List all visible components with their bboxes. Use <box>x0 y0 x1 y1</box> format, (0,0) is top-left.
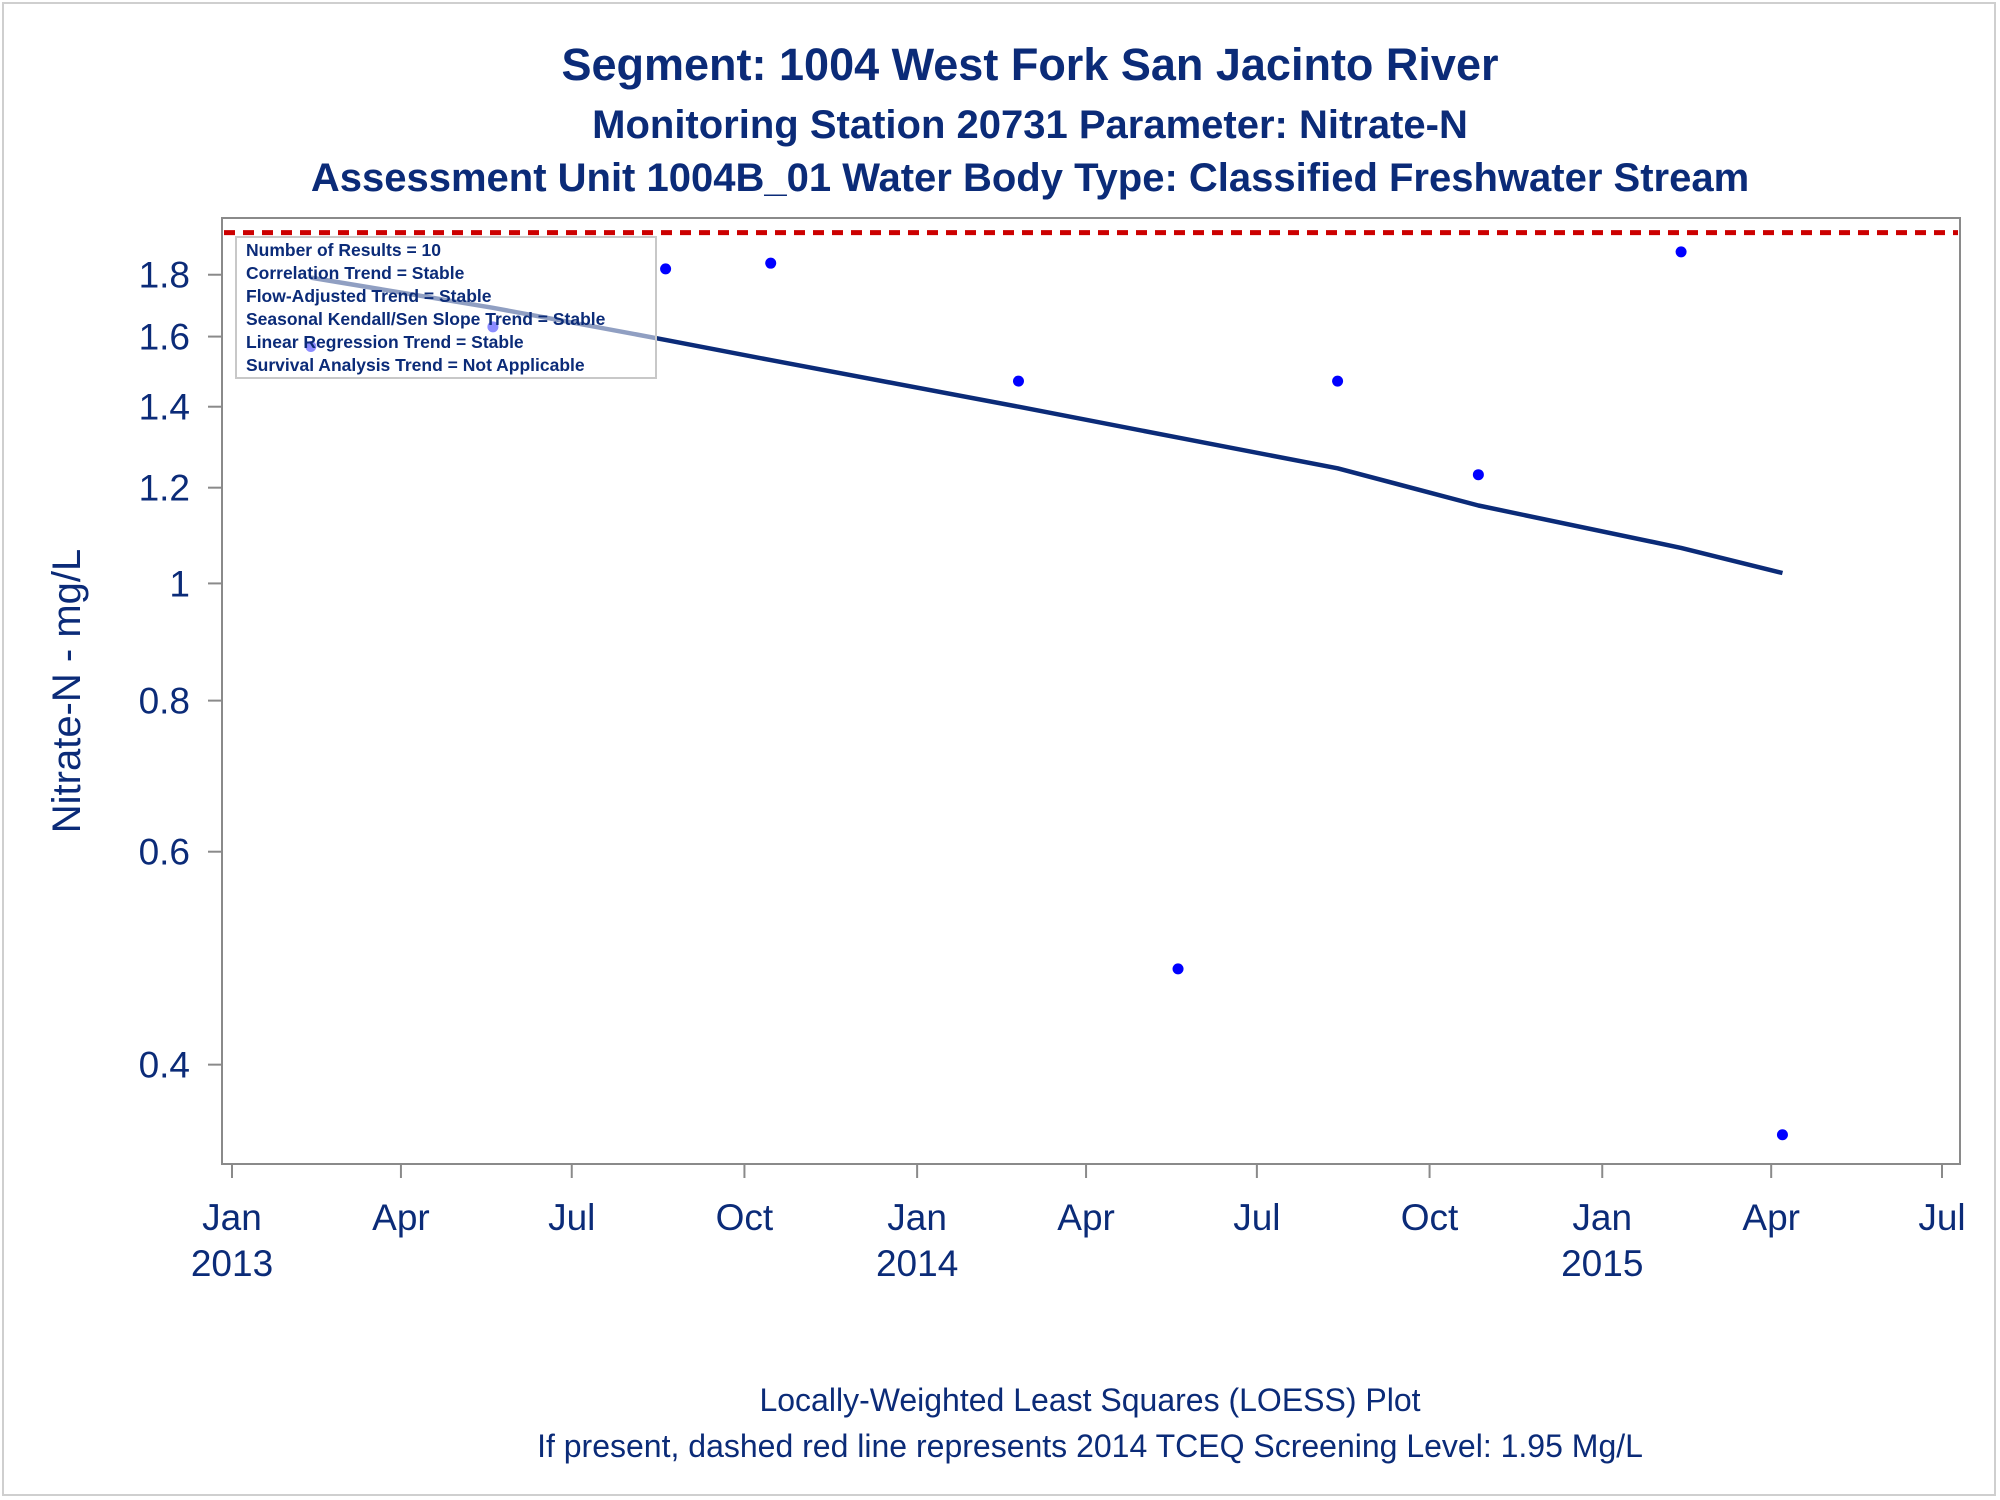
y-tick-label: 0.6 <box>139 832 190 873</box>
x-axis: Jan 2013 Apr Jul Oct Jan 2014 Apr Jul Oct Jan 2015 A… <box>191 1164 1966 1284</box>
y-tick-label: 1.4 <box>139 387 190 428</box>
y-tick-label: 0.4 <box>139 1045 190 1086</box>
legend-line-results: Number of Results = 10 <box>246 240 441 260</box>
y-axis-label: Nitrate-N - mg/L <box>45 549 89 834</box>
footnote-loess: Locally-Weighted Least Squares (LOESS) P… <box>759 1382 1420 1418</box>
x-tick-label: Jul <box>548 1197 595 1238</box>
y-tick-label: 1 <box>169 563 190 604</box>
x-tick-label: Apr <box>1742 1197 1800 1238</box>
trend-legend: Number of Results = 10 Correlation Trend… <box>235 236 657 379</box>
legend-box <box>235 236 657 379</box>
data-point <box>1012 375 1024 387</box>
data-point <box>660 263 672 275</box>
x-tick-label: Jul <box>1918 1197 1965 1238</box>
x-tick-label: Apr <box>1057 1197 1115 1238</box>
legend-line-survival: Survival Analysis Trend = Not Applicable <box>246 355 585 375</box>
data-point <box>1172 963 1184 975</box>
x-tick-label: Oct <box>716 1197 774 1238</box>
legend-line-seasonal-kendall: Seasonal Kendall/Sen Slope Trend = Stabl… <box>246 309 606 329</box>
chart-subtitle-assessment: Assessment Unit 1004B_01 Water Body Type… <box>311 156 1749 200</box>
x-tick-year-label: 2013 <box>191 1243 273 1284</box>
x-tick-label: Jul <box>1233 1197 1280 1238</box>
legend-line-correlation: Correlation Trend = Stable <box>246 263 465 283</box>
chart-title: Segment: 1004 West Fork San Jacinto Rive… <box>561 39 1498 90</box>
data-point <box>1332 375 1344 387</box>
data-point <box>1776 1129 1788 1141</box>
x-tick-year-label: 2014 <box>876 1243 958 1284</box>
data-point <box>1675 246 1687 258</box>
plot-area <box>221 217 1961 1165</box>
x-tick-label: Jan <box>202 1197 262 1238</box>
legend-line-linear-regression: Linear Regression Trend = Stable <box>246 332 524 352</box>
x-tick-label: Oct <box>1401 1197 1459 1238</box>
x-tick-label: Apr <box>372 1197 430 1238</box>
y-tick-label: 1.2 <box>139 468 190 509</box>
footnote-screening: If present, dashed red line represents 2… <box>537 1428 1643 1464</box>
data-points <box>305 246 1788 1141</box>
data-point <box>765 257 777 269</box>
x-tick-year-label: 2015 <box>1561 1243 1643 1284</box>
x-tick-label: Jan <box>1572 1197 1632 1238</box>
x-tick-label: Jan <box>887 1197 947 1238</box>
legend-line-flow-adjusted: Flow-Adjusted Trend = Stable <box>246 286 492 306</box>
y-tick-label: 1.6 <box>139 317 190 358</box>
y-axis: 0.4 0.6 0.8 1 1.2 1.4 1.6 1.8 <box>139 255 222 1086</box>
y-tick-label: 1.8 <box>139 255 190 296</box>
data-point <box>1472 469 1484 481</box>
chart-subtitle-station: Monitoring Station 20731 Parameter: Nitr… <box>592 103 1468 147</box>
y-tick-label: 0.8 <box>139 681 190 722</box>
